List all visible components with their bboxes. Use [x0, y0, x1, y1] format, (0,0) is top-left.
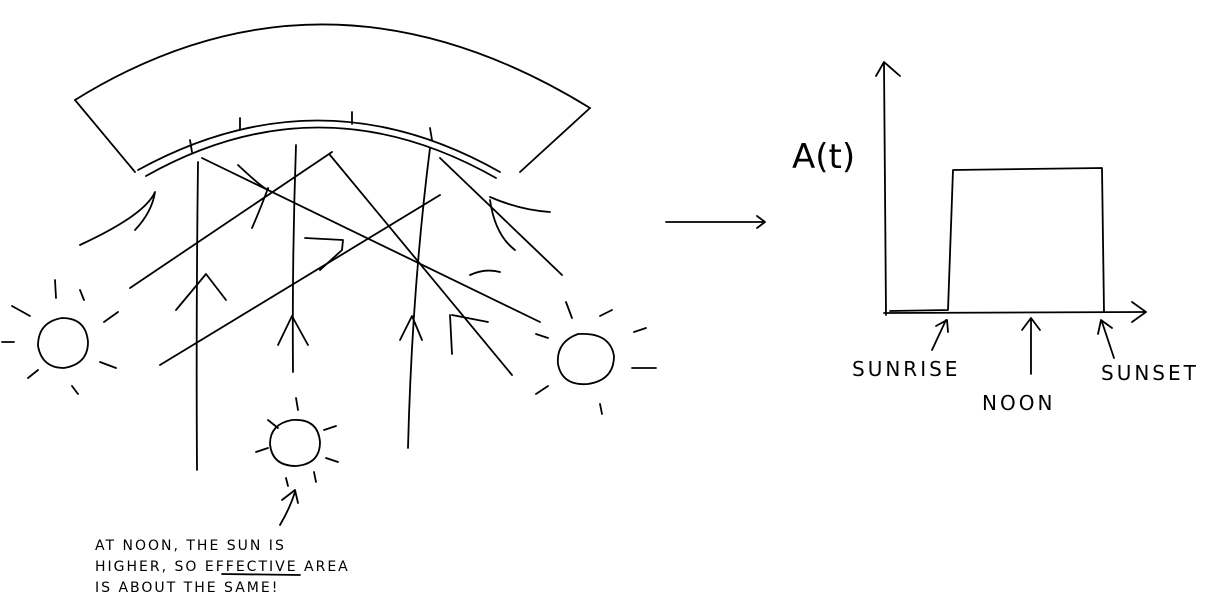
panel-surface — [137, 119, 501, 173]
step-function — [889, 167, 1105, 313]
note-line-1: AT NOON, THE SUN IS — [95, 538, 286, 554]
noon-arrow — [1021, 317, 1041, 375]
note-underline — [221, 573, 301, 576]
note-arrow — [279, 489, 299, 526]
note-line-2: HIGHER, SO EFFECTIVE AREA — [95, 559, 350, 575]
sun-right — [535, 301, 657, 415]
y-axis-label: A(t) — [792, 137, 855, 177]
sunrise-arrow — [931, 319, 949, 351]
curved-panel — [74, 23, 591, 179]
sun-noon — [255, 397, 339, 487]
sunset-label: SUNSET — [1101, 361, 1199, 385]
y-axis — [875, 61, 901, 316]
noon-label: NOON — [982, 391, 1055, 415]
sunset-arrow — [1097, 319, 1115, 359]
x-axis — [883, 301, 1147, 323]
sunrise-label: SUNRISE — [852, 357, 960, 381]
noon-note: AT NOON, THE SUN IS HIGHER, SO EFFECTIVE… — [95, 538, 350, 594]
rays-right-sun — [201, 154, 563, 376]
sun-left — [1, 279, 119, 395]
rays-left-sun — [79, 151, 441, 366]
rays-noon-sun — [175, 144, 431, 471]
transition-arrow — [665, 215, 766, 229]
note-line-3: IS ABOUT THE SAME! — [95, 580, 279, 594]
area-graph: A(t) SUNRISE NOON SUNSET — [792, 61, 1199, 415]
